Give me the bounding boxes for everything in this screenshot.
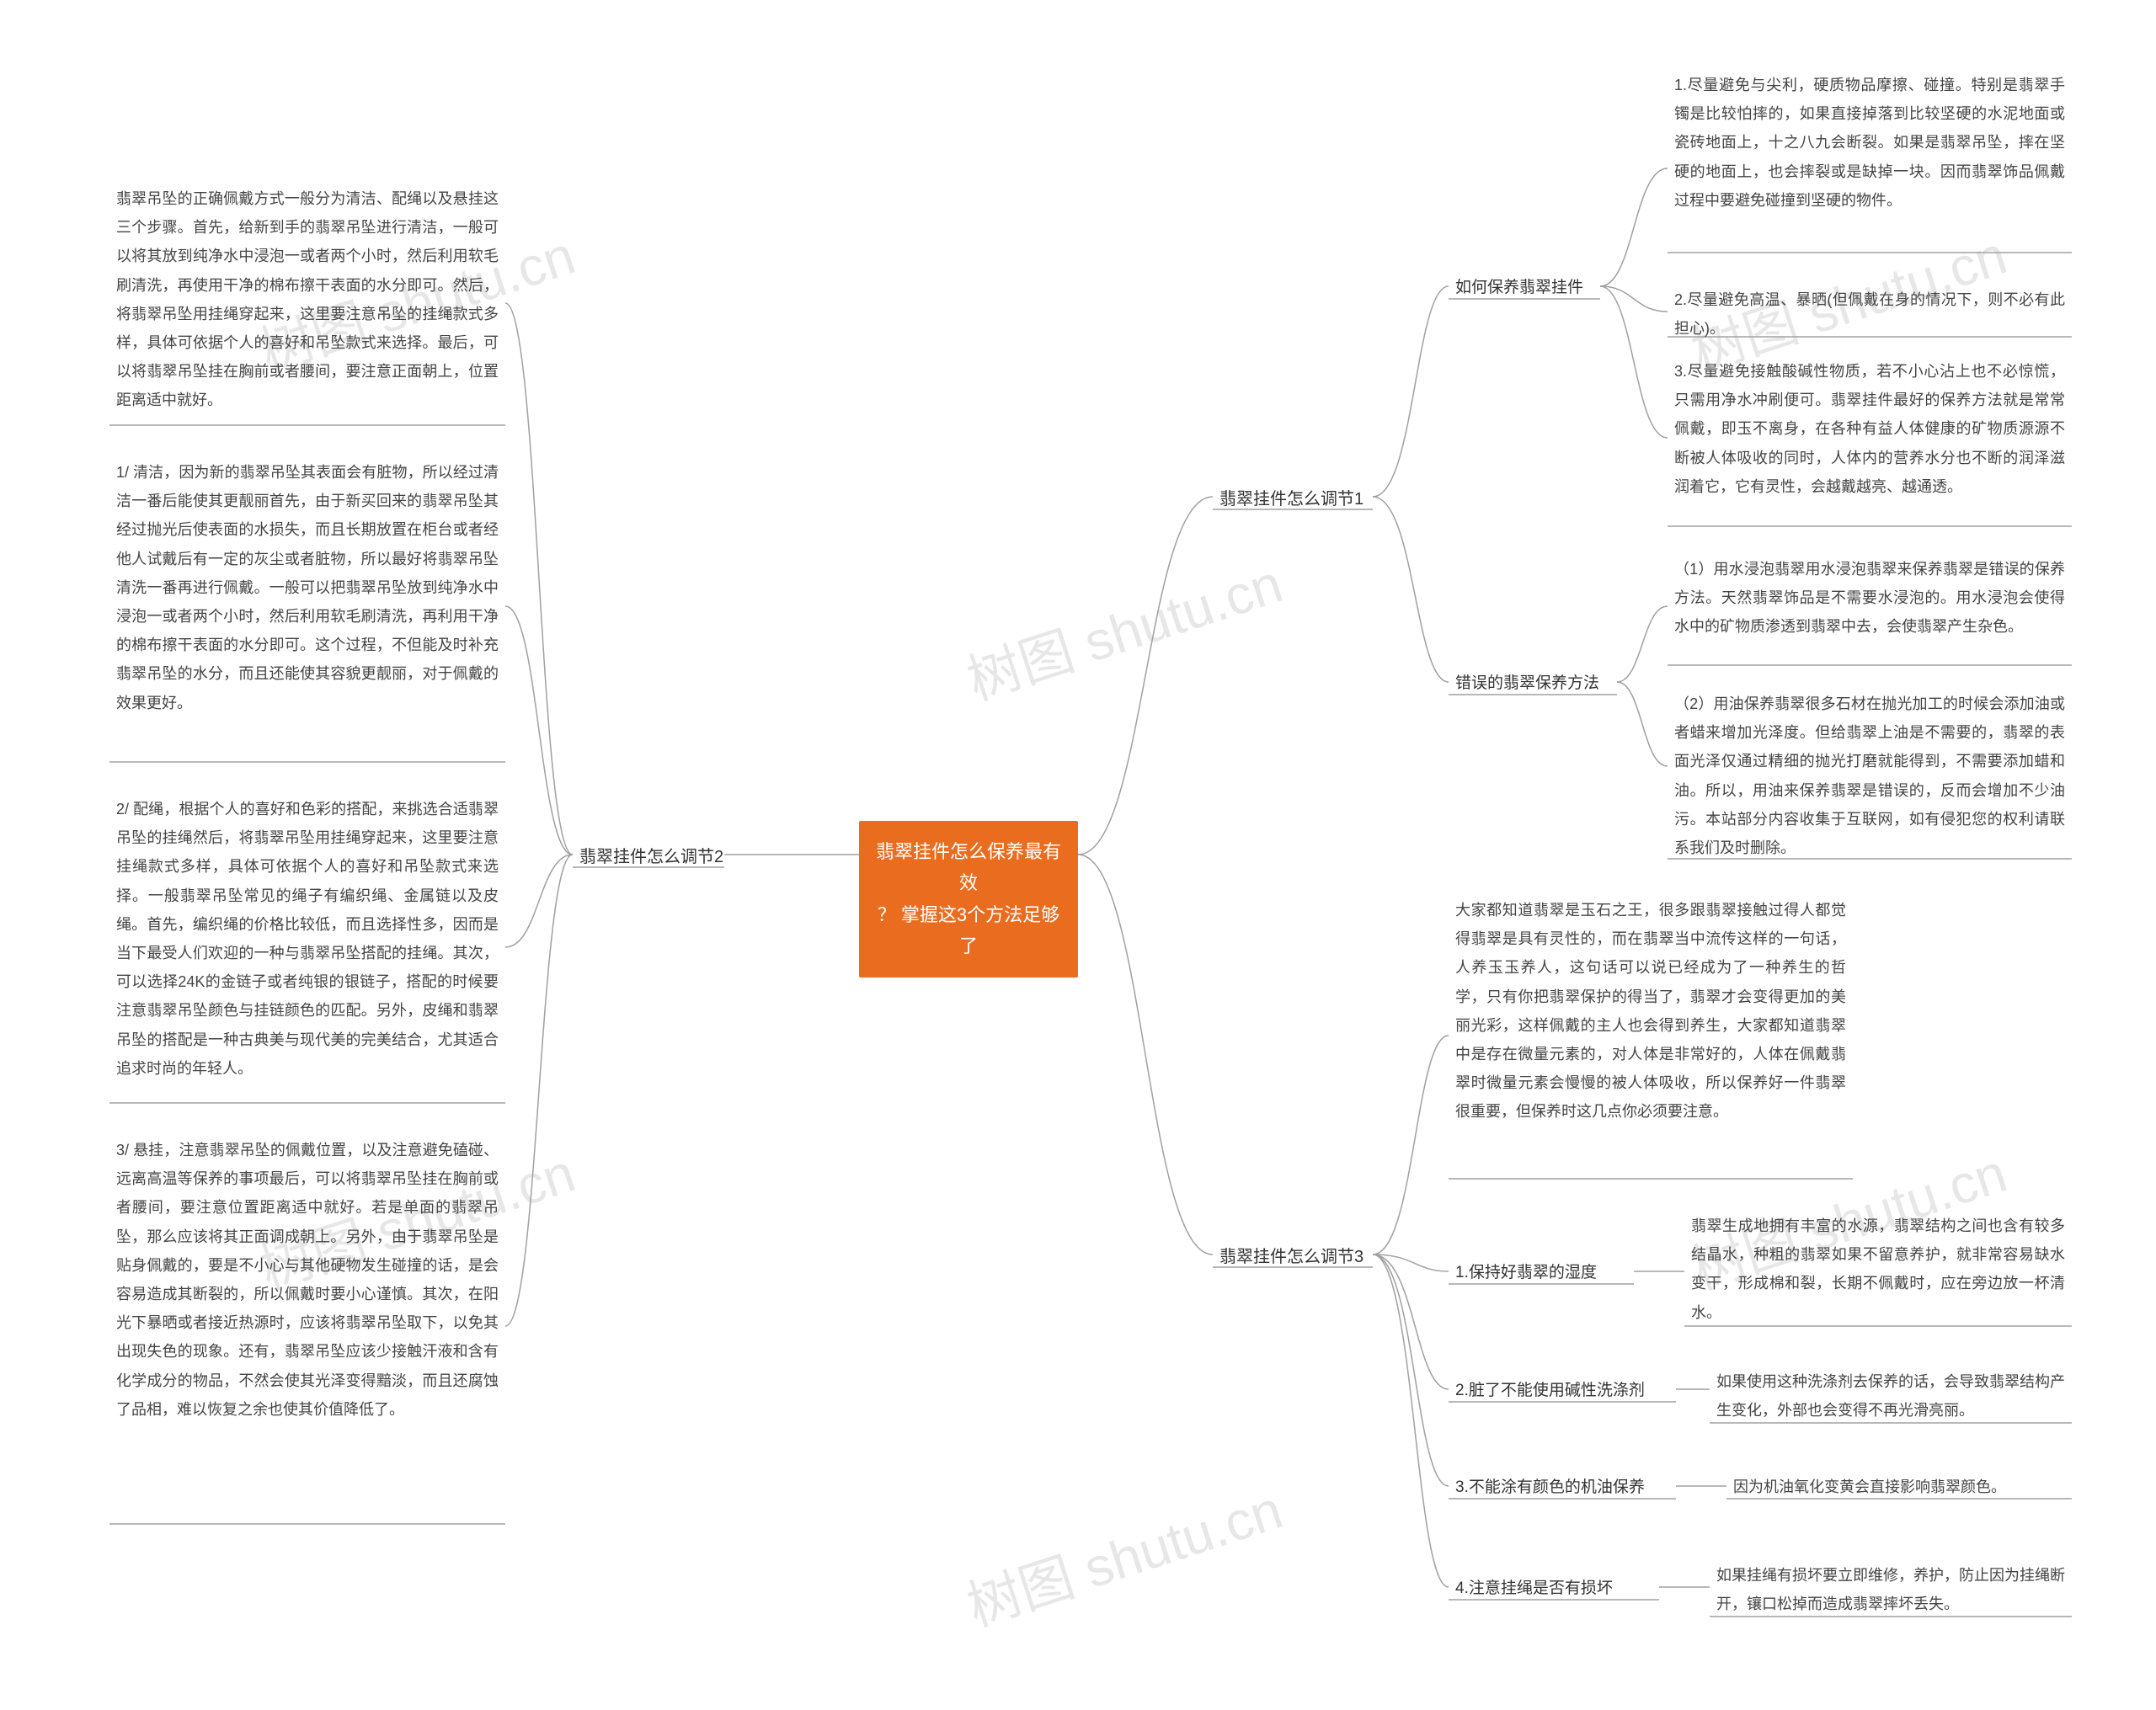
leaf-care-3: 3.尽量避免接触酸碱性物质，若不小心沾上也不必惊慌，只需用净水冲刷便可。翡翠挂件…: [1668, 354, 2072, 504]
branch3-item4-label: 4.注意挂绳是否有损坏: [1449, 1570, 1620, 1607]
branch-right-1: 翡翠挂件怎么调节1: [1213, 480, 1370, 519]
root-node: 翡翠挂件怎么保养最有效 ？ 掌握这3个方法足够了: [859, 821, 1078, 978]
branch-right-3: 翡翠挂件怎么调节3: [1213, 1238, 1370, 1276]
root-line2: ？ 掌握这3个方法足够了: [869, 899, 1068, 962]
branch3-intro: 大家都知道翡翠是玉石之王，很多跟翡翠接触过得人都觉得翡翠是具有灵性的，而在翡翠当…: [1449, 892, 1853, 1130]
leaf-care-1: 1.尽量避免与尖利，硬质物品摩擦、碰撞。特别是翡翠手镯是比较怕摔的，如果直接掉落…: [1668, 67, 2072, 218]
branch3-item1-label: 1.保持好翡翠的湿度: [1449, 1255, 1604, 1292]
leaf-wrong-1: （1）用水浸泡翡翠用水浸泡翡翠来保养翡翠是错误的保养方法。天然翡翠饰品是不需要水…: [1668, 551, 2072, 645]
branch3-item3-text: 因为机油氧化变黄会直接影响翡翠颜色。: [1726, 1469, 2072, 1505]
sub-wrong-methods: 错误的翡翠保养方法: [1449, 665, 1606, 702]
branch-left-2: 翡翠挂件怎么调节2: [573, 838, 730, 876]
mindmap-canvas: 树图 shutu.cn 树图 shutu.cn 树图 shutu.cn 树图 s…: [0, 0, 2156, 1710]
branch3-item2-label: 2.脏了不能使用碱性洗涤剂: [1449, 1372, 1652, 1409]
leaf-wrong-2: （2）用油保养翡翠很多石材在抛光加工的时候会添加油或者蜡来增加光泽度。但给翡翠上…: [1668, 686, 2072, 866]
leaf-care-2: 2.尽量避免高温、暴晒(但佩戴在身的情况下，则不必有此担心)。: [1668, 282, 2072, 346]
branch3-item4-text: 如果挂绳有损坏要立即维修，养护，防止因为挂绳断开，镶口松掉而造成翡翠摔坏丢失。: [1710, 1558, 2072, 1622]
branch2-leaf1: 1/ 清洁，因为新的翡翠吊坠其表面会有脏物，所以经过清洁一番后能使其更靓丽首先，…: [109, 455, 505, 721]
watermark: 树图 shutu.cn: [956, 1467, 1290, 1641]
root-line1: 翡翠挂件怎么保养最有效: [869, 836, 1068, 899]
branch3-item1-text: 翡翠生成地拥有丰富的水源，翡翠结构之间也含有较多结晶水，种粗的翡翠如果不留意养护…: [1684, 1208, 2072, 1330]
branch2-intro: 翡翠吊坠的正确佩戴方式一般分为清洁、配绳以及悬挂这三个步骤。首先，给新到手的翡翠…: [109, 181, 505, 418]
watermark: 树图 shutu.cn: [956, 541, 1290, 715]
sub-how-to-maintain: 如何保养翡翠挂件: [1449, 269, 1590, 306]
branch3-item2-text: 如果使用这种洗涤剂去保养的话，会导致翡翠结构产生变化，外部也会变得不再光滑亮丽。: [1710, 1364, 2072, 1428]
branch2-leaf3: 3/ 悬挂，注意翡翠吊坠的佩戴位置，以及注意避免磕碰、远离高温等保养的事项最后，…: [109, 1132, 505, 1427]
branch3-item3-label: 3.不能涂有颜色的机油保养: [1449, 1469, 1652, 1506]
branch2-leaf2: 2/ 配绳，根据个人的喜好和色彩的搭配，来挑选合适翡翠吊坠的挂绳然后，将翡翠吊坠…: [109, 791, 505, 1086]
